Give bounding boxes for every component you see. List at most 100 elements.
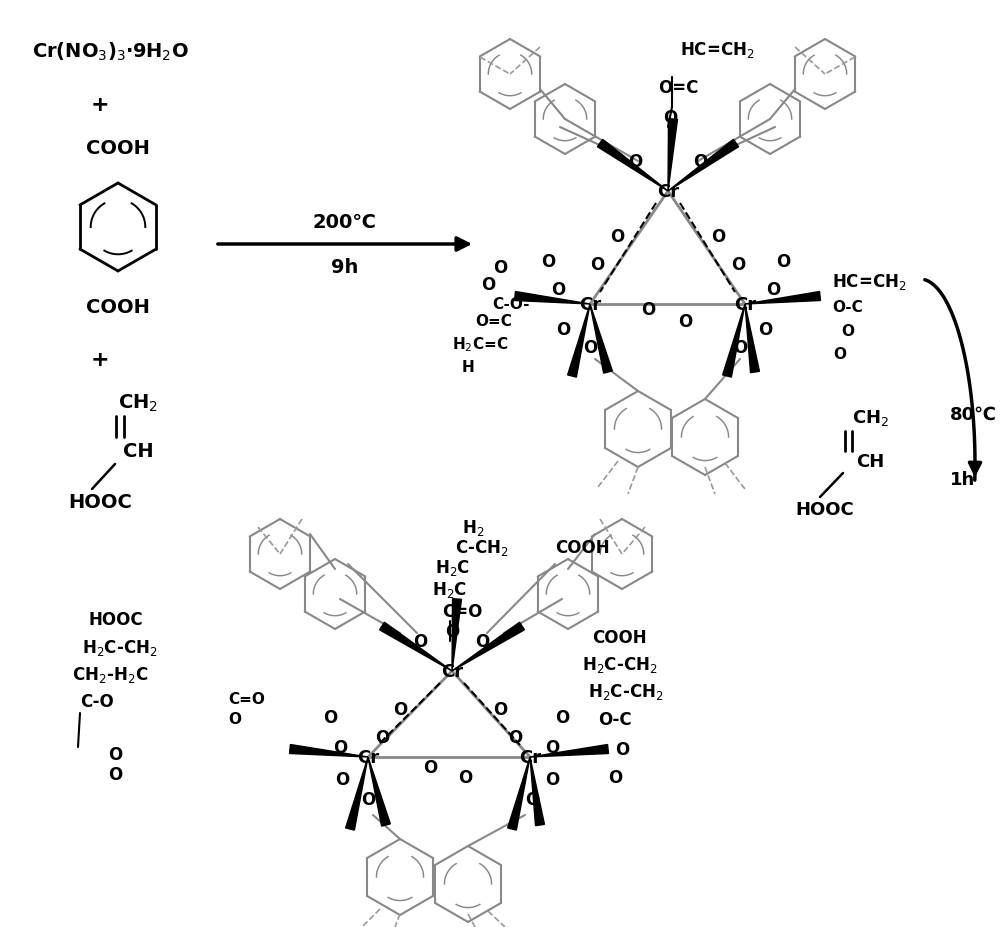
Polygon shape [590,305,612,374]
Text: O: O [423,758,437,776]
Text: H$_2$: H$_2$ [462,517,484,538]
Polygon shape [668,120,677,192]
Text: O: O [361,790,375,808]
Text: Cr: Cr [657,183,679,201]
Text: O: O [641,300,655,319]
Polygon shape [515,292,590,305]
Text: O: O [413,632,427,651]
Text: HC=CH$_2$: HC=CH$_2$ [680,40,755,60]
Text: O: O [458,768,472,786]
Text: O: O [333,738,347,756]
Text: Cr: Cr [441,662,463,680]
Text: COOH: COOH [86,298,150,317]
Text: H$_2$C: H$_2$C [432,579,467,600]
Polygon shape [530,757,544,826]
Text: O: O [545,770,559,788]
Text: O: O [108,745,122,763]
Text: O: O [583,338,597,357]
Text: H$_2$C-CH$_2$: H$_2$C-CH$_2$ [588,681,664,701]
Text: C-O-: C-O- [492,298,530,312]
Text: O: O [493,259,507,276]
Text: O: O [834,347,846,362]
Polygon shape [530,744,608,757]
Text: CH: CH [856,452,884,471]
Text: CH$_2$-H$_2$C: CH$_2$-H$_2$C [72,665,148,684]
Text: O: O [375,729,389,746]
Text: O: O [556,321,570,338]
Text: CH$_2$: CH$_2$ [118,392,158,413]
Text: HOOC: HOOC [68,493,132,512]
Text: O: O [108,765,122,783]
Polygon shape [745,305,759,374]
Text: O: O [493,700,507,718]
Text: O: O [842,324,854,339]
Polygon shape [368,757,390,826]
Polygon shape [346,757,368,831]
Text: O: O [393,700,407,718]
Text: O=C: O=C [475,314,512,329]
Text: C-CH$_2$: C-CH$_2$ [455,538,509,557]
Polygon shape [723,305,745,377]
Text: COOH: COOH [555,539,610,556]
Text: C=O: C=O [442,603,482,620]
Text: O: O [551,281,565,298]
Text: COOH: COOH [86,138,150,158]
Text: O: O [475,632,489,651]
Text: C-O: C-O [80,692,114,710]
Text: O: O [545,738,559,756]
Text: CH$_2$: CH$_2$ [852,408,889,427]
Text: O: O [776,253,790,271]
Text: O: O [733,338,747,357]
Text: O: O [678,312,692,331]
Text: HC=CH$_2$: HC=CH$_2$ [832,272,907,292]
Text: H$_2$C=C: H$_2$C=C [452,336,508,354]
Text: O: O [445,622,459,641]
Text: O: O [508,729,522,746]
Text: O: O [481,275,495,294]
Polygon shape [745,292,820,305]
Text: O: O [615,740,629,758]
Text: +: + [91,95,109,115]
Text: O: O [711,228,725,246]
Text: Cr(NO$_3$)$_3$·9H$_2$O: Cr(NO$_3$)$_3$·9H$_2$O [32,41,188,63]
Text: O: O [541,253,555,271]
Text: H: H [462,360,475,375]
Text: O: O [758,321,772,338]
Text: O: O [323,708,337,726]
Text: O: O [610,228,624,246]
Polygon shape [452,599,461,671]
Text: O: O [731,256,745,273]
Polygon shape [508,757,530,831]
Text: O: O [525,790,539,808]
Text: Cr: Cr [734,296,756,313]
Text: 80℃: 80℃ [950,405,997,424]
Text: 9h: 9h [331,259,359,277]
Polygon shape [568,305,590,377]
Text: O: O [628,153,642,171]
Text: O: O [228,712,241,727]
Polygon shape [290,744,368,757]
Text: C=O: C=O [228,692,265,706]
Text: HOOC: HOOC [88,610,143,629]
Text: O: O [663,108,677,127]
Text: O: O [766,281,780,298]
Text: O: O [590,256,604,273]
Text: O: O [608,768,622,786]
Text: O=C: O=C [658,79,698,97]
Text: Cr: Cr [579,296,601,313]
Text: Cr: Cr [357,748,379,767]
Text: CH: CH [123,442,153,461]
Polygon shape [380,623,452,671]
Text: COOH: COOH [592,629,647,646]
Text: O-C: O-C [832,300,863,315]
Text: O: O [335,770,349,788]
Text: O: O [693,153,707,171]
Text: H$_2$C-CH$_2$: H$_2$C-CH$_2$ [582,654,658,674]
Text: O-C: O-C [598,710,632,729]
Text: H$_2$C-CH$_2$: H$_2$C-CH$_2$ [82,638,158,657]
Polygon shape [668,140,739,192]
Polygon shape [452,623,524,671]
Text: HOOC: HOOC [795,501,854,518]
Text: O: O [555,708,569,726]
Text: +: + [91,349,109,370]
